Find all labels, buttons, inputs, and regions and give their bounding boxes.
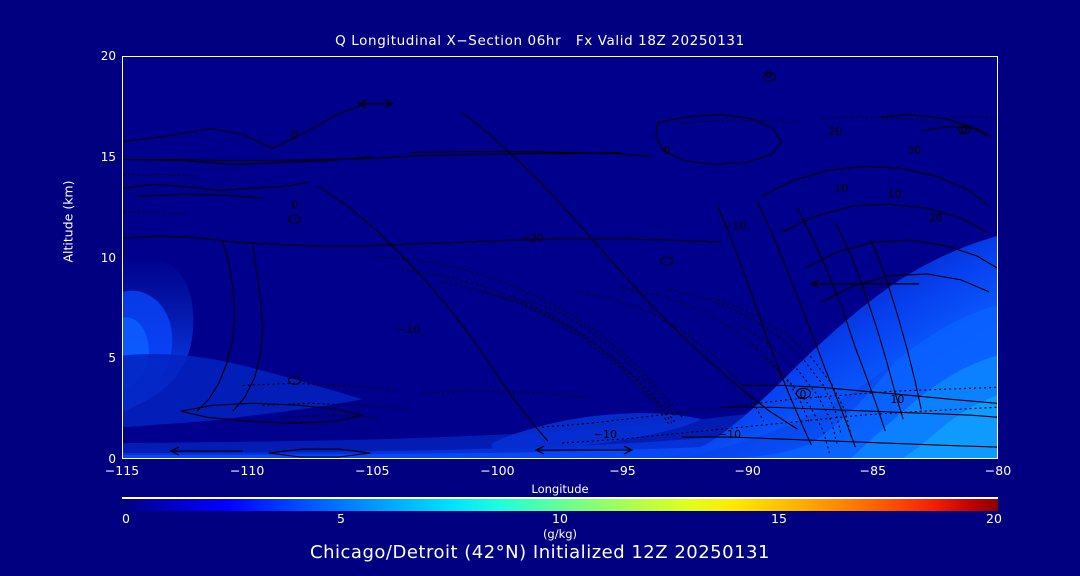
contour-label: 0 bbox=[663, 144, 670, 157]
chart-title: Q Longitudinal X−Section 06hr Fx Valid 1… bbox=[335, 33, 745, 49]
contour-label: 10 bbox=[834, 182, 848, 195]
contour-label-group: 10 bbox=[888, 187, 902, 200]
cbar-tick-20: 20 bbox=[986, 511, 1002, 526]
x-tick-neg85: −85 bbox=[859, 463, 887, 478]
y-tick-10: 10 bbox=[100, 250, 116, 265]
colorbar bbox=[122, 497, 998, 511]
contour-label-group: 20 bbox=[828, 125, 842, 138]
contour-label-group: −20 bbox=[520, 231, 543, 244]
contour-label-group: 0 bbox=[799, 388, 806, 401]
y-axis-ticks: 20 15 10 5 0 bbox=[72, 49, 116, 466]
contour-label: 30 bbox=[907, 144, 921, 157]
x-tick-neg80: −80 bbox=[984, 463, 1012, 478]
contour-label-group: 10 bbox=[890, 393, 904, 406]
chart-footer: Chicago/Detroit (42°N) Initialized 12Z 2… bbox=[310, 542, 770, 563]
x-axis-ticks: −115 −110 −105 −100 −95 −90 −85 −80 bbox=[105, 463, 1011, 481]
colorbar-units: (g/kg) bbox=[542, 527, 578, 541]
contour-label: 10 bbox=[890, 393, 904, 406]
contour-label-group: −10 bbox=[718, 428, 741, 441]
contour-label-group: −10 bbox=[723, 219, 746, 232]
x-tick-neg95: −95 bbox=[609, 463, 636, 478]
contour-label: 10 bbox=[888, 187, 902, 200]
contour-dashed-group bbox=[123, 116, 997, 454]
contour-label-group: −10 bbox=[397, 323, 420, 336]
right-moisture-max bbox=[903, 395, 997, 458]
cbar-tick-5: 5 bbox=[337, 511, 345, 526]
contour-label-group: 0 bbox=[291, 129, 298, 142]
contour-label-group: 0 bbox=[960, 123, 967, 136]
cross-section-field: 0 0 0 0 0 0 −10 −20 −10 −10 −10 10 10 20 10 20 30 bbox=[123, 57, 997, 458]
left-shelf bbox=[123, 353, 363, 428]
contour-label: 0 bbox=[960, 123, 967, 136]
mid-moisture-bulge bbox=[492, 413, 702, 452]
y-tick-15: 15 bbox=[100, 149, 116, 164]
contour-label-group: 0 bbox=[663, 144, 670, 157]
contour-solid-group bbox=[123, 72, 997, 458]
contour-label-group: 20 bbox=[929, 211, 943, 224]
x-tick-neg115: −115 bbox=[104, 463, 140, 478]
contour-label: 0 bbox=[799, 388, 806, 401]
contour-label-layer: 0 0 0 0 0 0 −10 −20 −10 −10 −10 10 10 20 10 20 30 bbox=[291, 68, 967, 441]
plot-area: 0 0 0 0 0 0 −10 −20 −10 −10 −10 10 10 20 10 20 30 bbox=[122, 56, 998, 459]
contour-label: −10 bbox=[723, 219, 746, 232]
x-tick-neg100: −100 bbox=[480, 463, 515, 478]
y-tick-20: 20 bbox=[100, 49, 116, 63]
contour-label-group: 0 bbox=[765, 68, 772, 81]
y-tick-5: 5 bbox=[108, 351, 116, 366]
contour-label: −20 bbox=[520, 231, 543, 244]
y-axis-label: Altitude (km) bbox=[60, 180, 76, 263]
contour-label-group: 30 bbox=[907, 144, 921, 157]
colorbar-ticks: 0 5 10 15 20 bbox=[122, 511, 1002, 529]
colorbar-title: Longitude bbox=[531, 482, 589, 496]
contour-label: −10 bbox=[397, 323, 420, 336]
x-tick-neg105: −105 bbox=[355, 463, 390, 478]
cbar-tick-0: 0 bbox=[122, 511, 130, 526]
contour-label: 0 bbox=[291, 129, 298, 142]
cbar-tick-10: 10 bbox=[552, 511, 568, 526]
contour-label-group: −10 bbox=[594, 428, 617, 441]
x-tick-neg90: −90 bbox=[734, 463, 761, 478]
cbar-tick-15: 15 bbox=[771, 511, 787, 526]
contour-label-group: 10 bbox=[834, 182, 848, 195]
contour-label: 20 bbox=[828, 125, 842, 138]
contour-label: 20 bbox=[929, 211, 943, 224]
contour-label: 0 bbox=[765, 68, 772, 81]
x-tick-neg110: −110 bbox=[229, 463, 265, 478]
contour-label: 0 bbox=[292, 199, 299, 212]
flow-arrow-group bbox=[169, 99, 920, 456]
y-tick-0: 0 bbox=[108, 452, 116, 466]
contour-label-group: 0 bbox=[292, 199, 299, 212]
contour-label: −10 bbox=[718, 428, 741, 441]
contour-label: −10 bbox=[594, 428, 617, 441]
